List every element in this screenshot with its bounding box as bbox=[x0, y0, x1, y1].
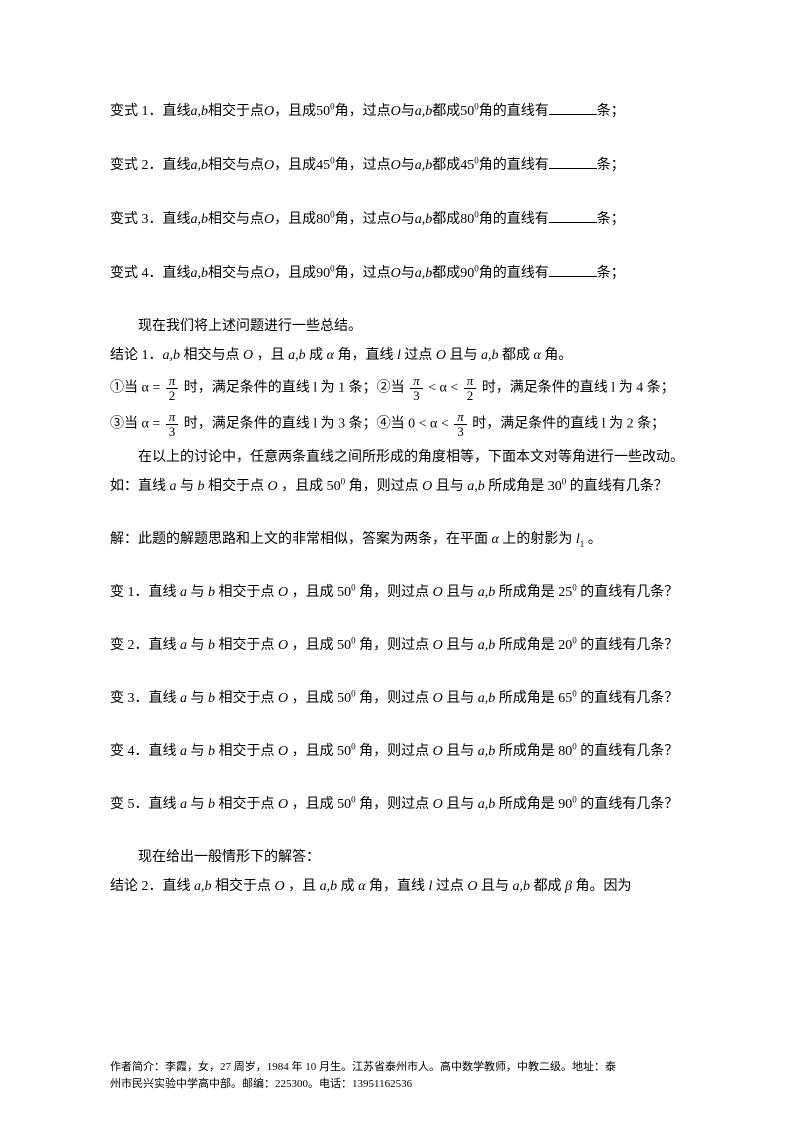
label: 变式 2． bbox=[110, 158, 163, 173]
cases-line-1: ①当 α = π2 时，满足条件的直线 l 为 1 条；②当 π3 < α < … bbox=[110, 374, 690, 402]
blank-3 bbox=[549, 208, 597, 223]
variant-2: 变式 2．直线a,b相交与点O，且成450角，过点O与a,b都成450角的直线有… bbox=[110, 154, 690, 176]
label: 变式 3． bbox=[110, 212, 163, 227]
cases-line-2: ③当 α = π3 时，满足条件的直线 l 为 3 条；④当 0 < α < π… bbox=[110, 410, 690, 438]
example-answer: 解：此题的解题思路和上文的非常相似，答案为两条，在平面 α 上的射影为 l1 。 bbox=[110, 529, 690, 550]
summary-intro: 现在我们将上述问题进行一些总结。 bbox=[110, 316, 690, 337]
label: 变式 4． bbox=[110, 266, 163, 281]
general-intro: 现在给出一般情形下的解答： bbox=[110, 847, 690, 868]
sub-variant-1: 变 1．直线 a 与 b 相交于点 O ，且成 500 角，则过点 O 且与 a… bbox=[110, 582, 690, 603]
blank-1 bbox=[549, 100, 597, 115]
sub-variant-2: 变 2．直线 a 与 b 相交于点 O ，且成 500 角，则过点 O 且与 a… bbox=[110, 635, 690, 656]
footer-line-2: 州市民兴实验中学高中部。邮编：225300。电话：13951162536 bbox=[110, 1076, 690, 1093]
sub-variant-3: 变 3．直线 a 与 b 相交于点 O ，且成 500 角，则过点 O 且与 a… bbox=[110, 688, 690, 709]
blank-2 bbox=[549, 154, 597, 169]
sub-variant-5: 变 5．直线 a 与 b 相交于点 O ，且成 500 角，则过点 O 且与 a… bbox=[110, 794, 690, 815]
example-question: 如：直线 a 与 b 相交于点 O ，且成 500 角，则过点 O 且与 a,b… bbox=[110, 476, 690, 497]
variant-4: 变式 4．直线a,b相交与点O，且成900角，过点O与a,b都成900角的直线有… bbox=[110, 262, 690, 284]
variant-3: 变式 3．直线a,b相交与点O，且成800角，过点O与a,b都成800角的直线有… bbox=[110, 208, 690, 230]
variant-1: 变式 1．直线a,b相交于点O，且成500角，过点O与a,b都成500角的直线有… bbox=[110, 100, 690, 122]
conclusion-2: 结论 2．直线 a,b 相交于点 O ，且 a,b 成 α 角，直线 l 过点 … bbox=[110, 876, 690, 897]
conclusion-1: 结论 1．a,b 相交与点 O ，且 a,b 成 α 角，直线 l 过点 O 且… bbox=[110, 345, 690, 366]
page-footer: 作者简介：李霞，女，27 周岁，1984 年 10 月生。江苏省泰州市人。高中数… bbox=[110, 1059, 690, 1092]
label: 变式 1． bbox=[110, 104, 163, 119]
blank-4 bbox=[549, 262, 597, 277]
page: 变式 1．直线a,b相交于点O，且成500角，过点O与a,b都成500角的直线有… bbox=[0, 0, 800, 1132]
sub-variant-4: 变 4．直线 a 与 b 相交于点 O ，且成 500 角，则过点 O 且与 a… bbox=[110, 741, 690, 762]
discussion: 在以上的讨论中，任意两条直线之间所形成的角度相等，下面本文对等角进行一些改动。 bbox=[110, 447, 690, 468]
footer-line-1: 作者简介：李霞，女，27 周岁，1984 年 10 月生。江苏省泰州市人。高中数… bbox=[110, 1059, 690, 1076]
